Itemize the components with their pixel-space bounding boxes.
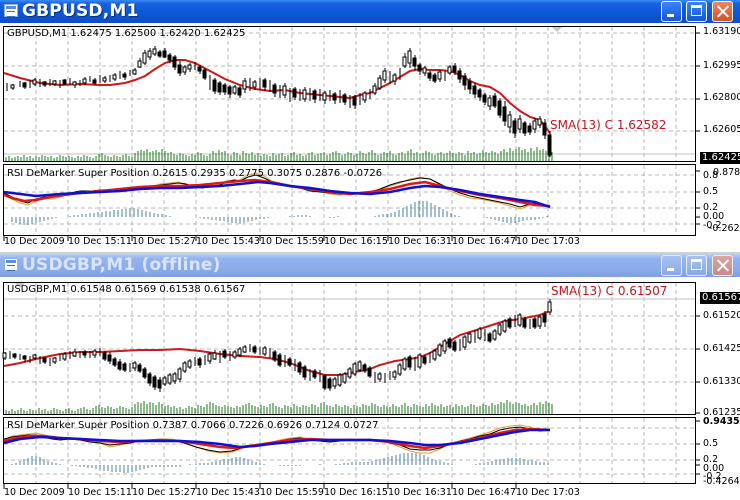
close-button[interactable] [712,1,733,22]
indicator-scale-max: 0.8789 [713,167,740,178]
time-axis-label: 10 Dec 15:59 [260,236,324,247]
window-title: GBPUSD,M1 [22,1,139,21]
time-axis-label: 10 Dec 17:03 [516,487,580,498]
time-axis-label: 10 Dec 15:43 [196,487,260,498]
title-bar[interactable]: USDGBP,M1 (offline) [0,254,740,277]
indicator-scale-label: 0.8 [703,170,719,181]
indicator-scale-label: -0.2 [703,220,722,231]
price-chart[interactable]: GBPUSD,M1 1.62475 1.62500 1.62420 1.6242… [0,23,740,252]
time-axis-label: 10 Dec 15:27 [132,487,196,498]
minimize-button[interactable] [661,1,682,22]
minimize-button[interactable] [661,255,682,276]
indicator-scale-label: -0.2 [703,471,722,482]
chart-window-icon [4,258,18,271]
time-axis-label: 10 Dec 16:15 [324,487,388,498]
time-axis-label: 10 Dec 16:47 [452,236,516,247]
time-axis-label: 10 Dec 15:11 [68,236,132,247]
indicator-scale-label: 0.00 [703,463,725,474]
sma-label: SMA(13) C 0.61507 [551,284,668,298]
indicator-scale-label: 0.5 [703,186,719,197]
time-axis-label: 10 Dec 16:15 [324,236,388,247]
maximize-button[interactable] [686,1,707,22]
title-bar[interactable]: GBPUSD,M1 [0,0,740,23]
maximize-button[interactable] [686,255,707,276]
current-price-label: 1.62425 [700,152,740,164]
time-axis-label: 10 Dec 16:31 [388,487,452,498]
price-scale-label: 0.61520 [703,310,740,321]
indicator-scale-label: 0.5 [703,438,719,449]
indicator-scale-min: -0.4264 [703,476,740,487]
indicator-scale-label: 0.2 [703,454,719,465]
time-axis-label: 10 Dec 16:47 [452,487,516,498]
price-chart-canvas [2,282,700,489]
time-axis-label: 10 Dec 16:31 [388,236,452,247]
time-axis-label: 10 Dec 15:11 [68,487,132,498]
current-price-label: 0.61567 [700,292,740,304]
time-axis-label: 10 Dec 15:27 [132,236,196,247]
price-chart[interactable]: USDGBP,M1 0.61548 0.61569 0.61538 0.6156… [0,277,740,500]
price-panel-header: USDGBP,M1 0.61548 0.61569 0.61538 0.6156… [7,284,246,295]
price-scale-label: 1.62605 [703,124,740,135]
price-scale-label: 0.61330 [703,376,740,387]
indicator-panel-header: RSI DeMarker Super Position 0.7387 0.706… [7,420,379,431]
price-chart-canvas [3,26,700,241]
window-title: USDGBP,M1 (offline) [22,255,221,275]
time-axis-label: 10 Dec 2009 [4,236,65,247]
indicator-panel-header: RSI DeMarker Super Position 0.2615 0.293… [7,168,383,179]
price-panel-header: GBPUSD,M1 1.62475 1.62500 1.62420 1.6242… [7,28,246,39]
time-axis-label: 10 Dec 2009 [4,487,65,498]
price-scale-label: 0.61235 [703,407,740,418]
price-scale-label: 1.62995 [703,60,740,71]
time-axis-label: 10 Dec 15:43 [196,236,260,247]
chart-window-icon [4,4,18,17]
sma-label: SMA(13) C 1.62582 [550,118,667,132]
indicator-scale-label: 0.00 [703,211,725,222]
indicator-scale-label: 0.2 [703,202,719,213]
price-scale-label: 0.61425 [703,343,740,354]
time-axis-label: 10 Dec 17:03 [516,236,580,247]
price-scale-label: 1.63190 [703,26,740,37]
close-button[interactable] [712,255,733,276]
time-axis-label: 10 Dec 15:59 [260,487,324,498]
indicator-scale-max: 0.9435 [703,416,740,427]
chart-window-gbpusd[interactable]: GBPUSD,M1 [0,0,740,252]
price-scale-label: 1.62800 [703,92,740,103]
chart-window-usdgbp[interactable]: USDGBP,M1 (offline) [0,254,740,500]
